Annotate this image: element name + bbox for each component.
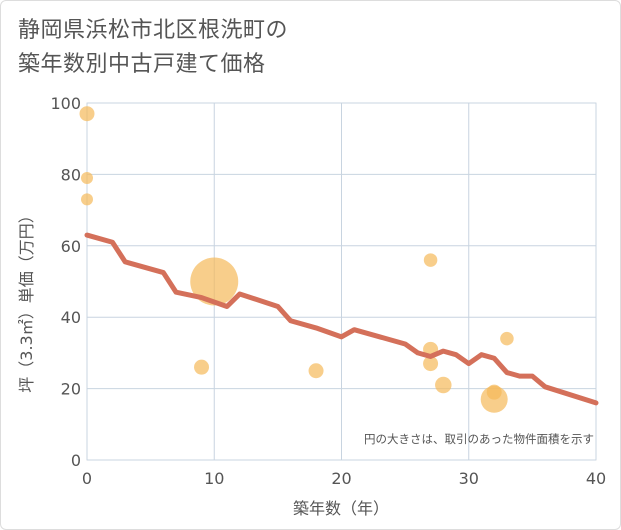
y-tick-label: 100 <box>50 94 81 113</box>
grid-lines <box>86 102 597 461</box>
data-point <box>79 106 95 122</box>
data-point <box>500 331 514 346</box>
data-point <box>480 385 508 413</box>
chart-title-line-2: 築年数別中古戸建て価格 <box>18 52 266 77</box>
x-tick-labels: 0 10 20 30 40 <box>82 469 606 488</box>
area-note: 円の大きさは、取引のあった物件面積を示す <box>364 432 594 446</box>
data-point <box>190 257 239 306</box>
x-tick-label: 30 <box>459 469 479 488</box>
y-tick-labels: 0 20 40 60 80 100 <box>50 94 81 470</box>
data-point <box>81 193 93 206</box>
data-point <box>423 356 439 372</box>
x-tick-label: 40 <box>586 469 606 488</box>
y-axis-label: 坪（3.3㎡）単価（万円） <box>17 207 36 392</box>
data-point <box>81 171 93 184</box>
trend-line <box>84 232 599 406</box>
x-tick-label: 10 <box>204 469 224 488</box>
y-tick-label: 40 <box>61 308 81 327</box>
data-point <box>423 253 438 267</box>
y-tick-label: 60 <box>61 237 81 256</box>
data-point <box>194 359 210 375</box>
data-point <box>435 376 452 394</box>
chart-title-line-1: 静岡県浜松市北区根洗町の <box>18 18 289 43</box>
x-tick-label: 20 <box>331 469 351 488</box>
x-axis-label: 築年数（年） <box>293 499 389 518</box>
data-point <box>308 363 324 379</box>
x-tick-label: 0 <box>82 469 92 488</box>
chart-title: 静岡県浜松市北区根洗町の 築年数別中古戸建て価格 <box>18 14 288 82</box>
y-tick-label: 20 <box>61 380 81 399</box>
y-tick-label: 80 <box>61 165 81 184</box>
y-tick-label: 0 <box>71 451 81 470</box>
